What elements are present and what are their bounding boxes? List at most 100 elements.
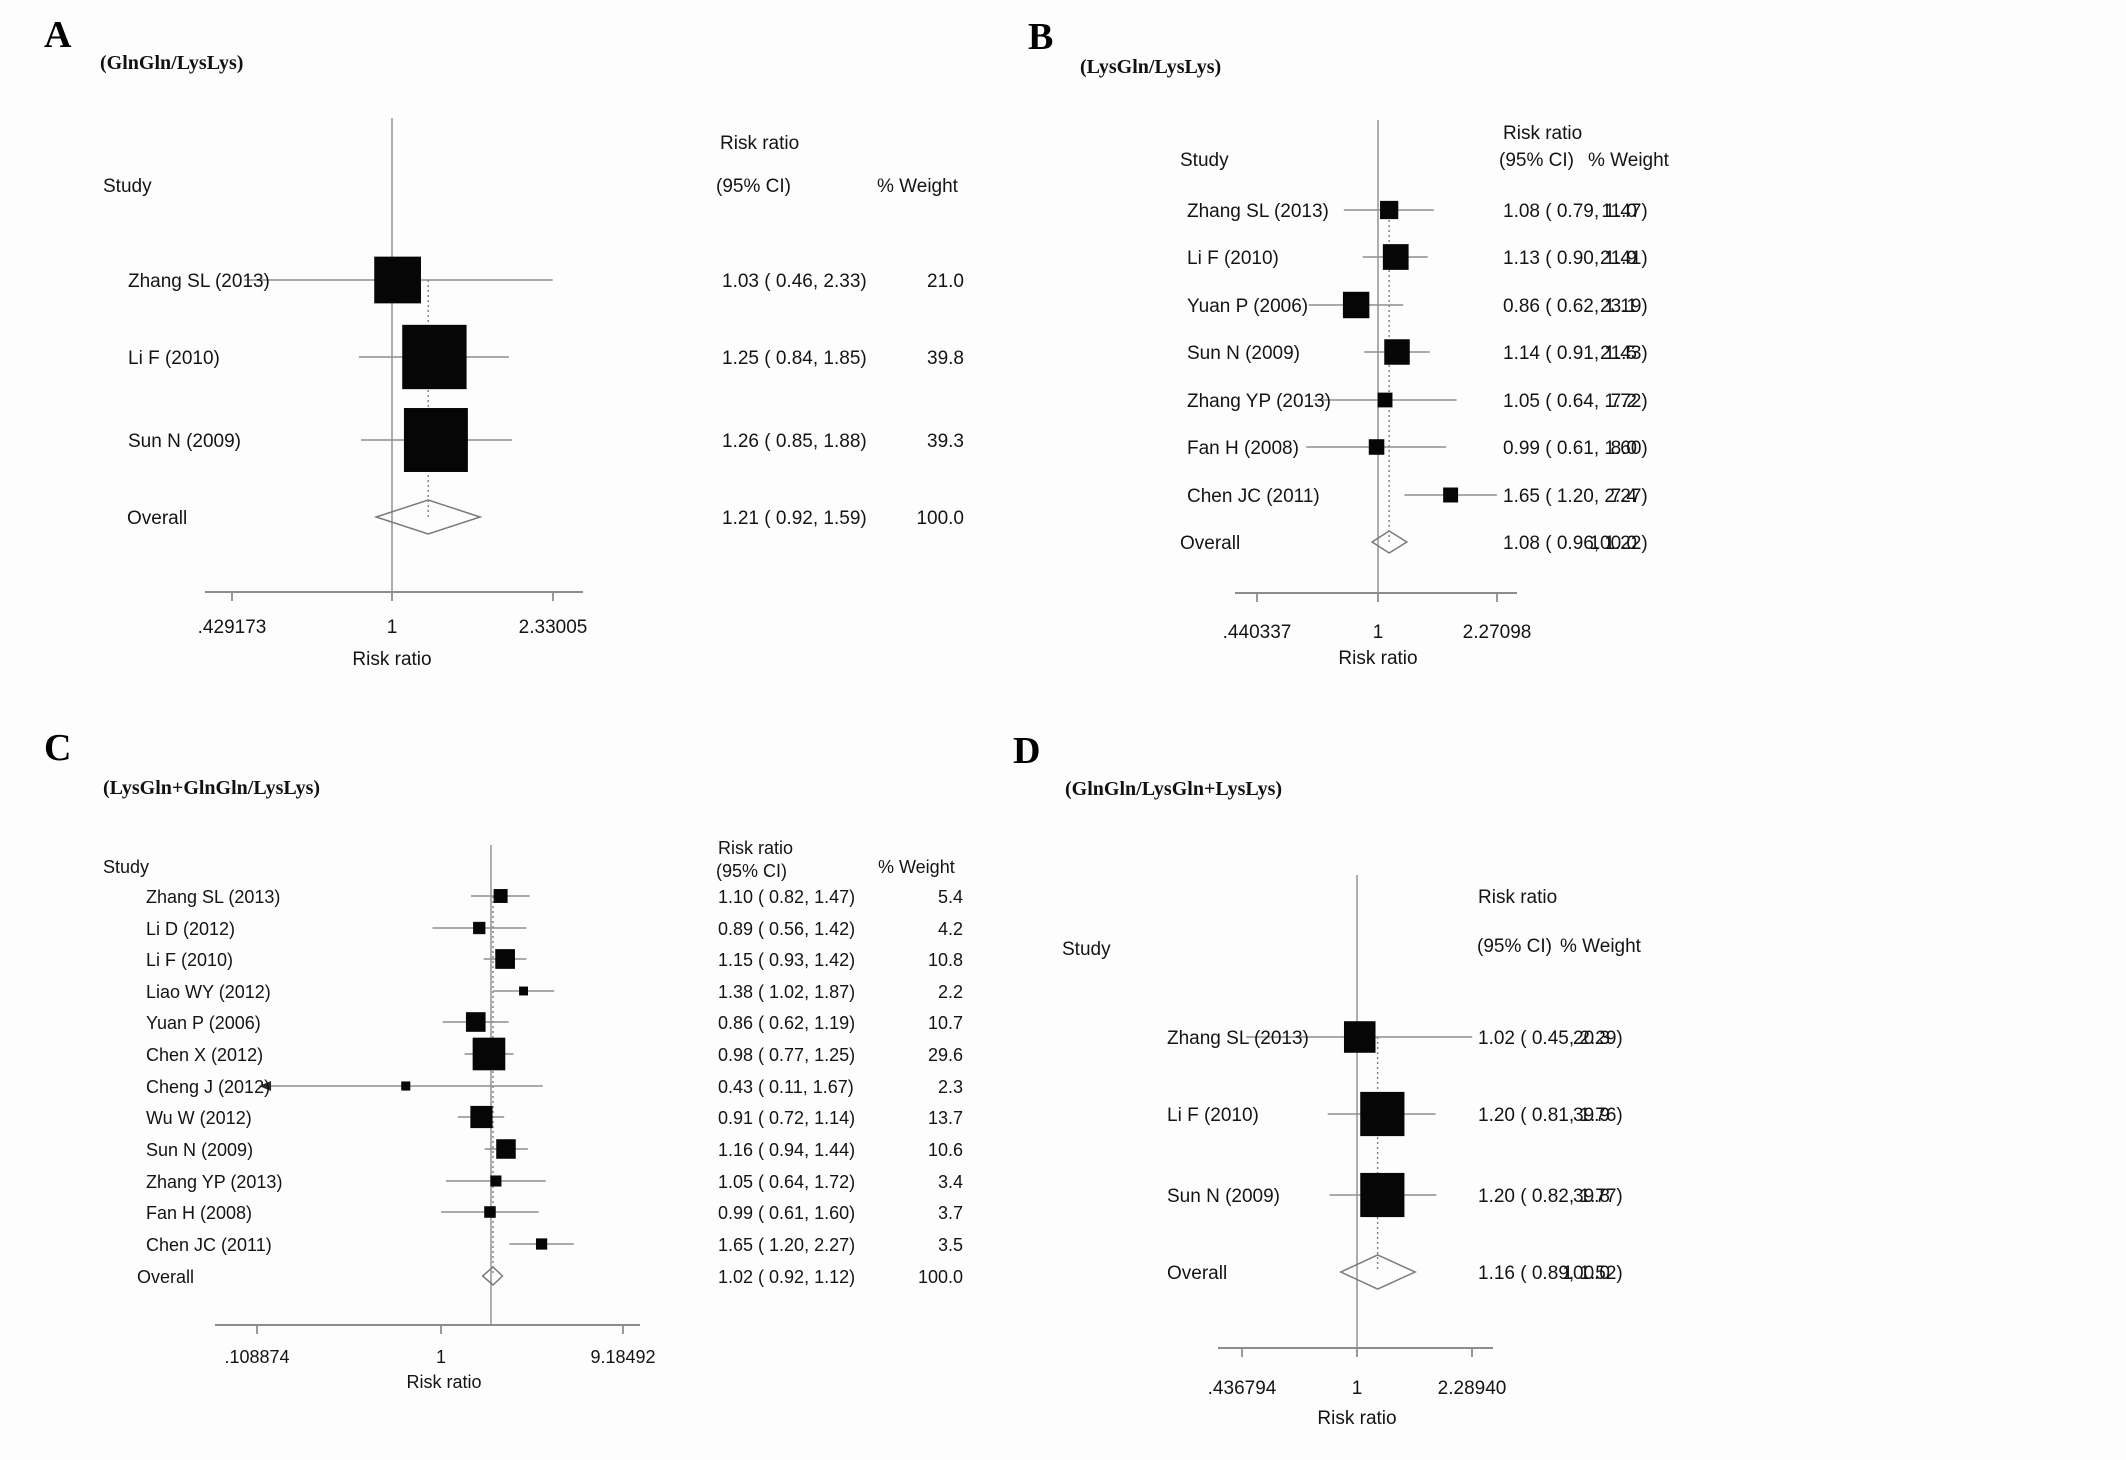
risk-ratio-column-header: Risk ratio (718, 838, 793, 858)
study-label: Li F (2010) (128, 348, 220, 369)
weight-value: 7.2 (1611, 391, 1637, 412)
x-axis-title: Risk ratio (1338, 648, 1417, 669)
study-label: Sun N (2009) (1167, 1186, 1280, 1207)
ci-column-header: (95% CI) (1499, 150, 1574, 171)
study-row: Sun N (2009) 1.14 ( 0.91, 1.43)21.5 (1187, 339, 1648, 365)
risk-ratio-ci-value: 1.65 ( 1.20, 2.27) (718, 1235, 855, 1255)
x-axis-tick-label: 2.27098 (1463, 622, 1532, 643)
effect-size-marker (1360, 1091, 1405, 1137)
weight-value: 7.4 (1611, 486, 1638, 507)
x-axis-tick-label: 1 (1352, 1378, 1363, 1399)
weight-value: 2.2 (938, 982, 963, 1002)
study-label: Chen JC (2011) (146, 1235, 272, 1255)
x-axis-tick-label: 2.28940 (1438, 1378, 1507, 1399)
risk-ratio-ci-value: 1.14 ( 0.91, 1.43) (1503, 343, 1648, 364)
panel-b-letter: B (1028, 16, 1054, 58)
study-label: Zhang YP (2013) (1187, 391, 1331, 412)
weight-value: 39.3 (927, 431, 964, 452)
weight-value: 29.6 (928, 1045, 963, 1065)
weight-value: 20.3 (1573, 1028, 1610, 1049)
effect-size-marker (1342, 291, 1370, 319)
overall-diamond (1370, 530, 1409, 554)
panel-c: Study Risk ratio (95% CI) % Weight Zhang SL … (103, 838, 963, 1392)
x-axis-tick-label: 9.18492 (590, 1347, 655, 1367)
weight-column-header: % Weight (877, 176, 959, 197)
panel-d: Study Risk ratio (95% CI) % Weight Zhang SL … (1062, 875, 1642, 1429)
x-axis-title: Risk ratio (406, 1372, 481, 1392)
study-row: Fan H (2008) 0.99 ( 0.61, 1.60) 3.7 (146, 1203, 963, 1223)
study-row: Zhang SL (2013) 1.10 ( 0.82, 1.47) 5.4 (146, 887, 963, 907)
weight-value: 3.4 (938, 1172, 963, 1192)
overall-weight-value: 100.0 (918, 1267, 963, 1287)
study-row: Sun N (2009) 1.20 ( 0.82, 1.77)39.8 (1167, 1172, 1623, 1218)
risk-ratio-ci-value: 1.02 ( 0.45, 2.29) (1478, 1028, 1623, 1049)
risk-ratio-ci-value: 1.25 ( 0.84, 1.85) (722, 348, 867, 369)
study-row: Yuan P (2006) 0.86 ( 0.62, 1.19)23.1 (1187, 291, 1648, 319)
risk-ratio-ci-value: 0.86 ( 0.62, 1.19) (1503, 296, 1648, 317)
effect-size-marker (401, 1081, 411, 1091)
effect-size-marker (473, 921, 486, 935)
study-row: Chen JC (2011) 1.65 ( 1.20, 2.27) 3.5 (146, 1235, 963, 1255)
weight-value: 10.8 (928, 950, 963, 970)
study-label: Liao WY (2012) (146, 982, 271, 1002)
effect-size-marker (519, 986, 528, 996)
effect-size-marker (495, 949, 515, 969)
panel-b: Study Risk ratio (95% CI) % Weight Zhang SL … (1180, 120, 1670, 669)
study-row: Chen X (2012) 0.98 ( 0.77, 1.25) 29.6 (146, 1037, 963, 1071)
study-label: Fan H (2008) (1187, 438, 1299, 459)
risk-ratio-ci-value: 0.89 ( 0.56, 1.42) (718, 919, 855, 939)
overall-label: Overall (1180, 533, 1240, 554)
weight-column-header: % Weight (878, 857, 955, 877)
risk-ratio-ci-value: 1.15 ( 0.93, 1.42) (718, 950, 855, 970)
panel-a: Study Risk ratio (95% CI) % Weight Zhang SL … (103, 118, 964, 670)
study-row: Zhang YP (2013) 1.05 ( 0.64, 1.72) 3.4 (146, 1172, 963, 1192)
risk-ratio-ci-value: 0.98 ( 0.77, 1.25) (718, 1045, 855, 1065)
study-row: Li F (2010) 1.25 ( 0.84, 1.85) 39.8 (128, 324, 964, 390)
weight-value: 10.7 (928, 1013, 963, 1033)
panel-c-title: (LysGln+GlnGln/LysLys) (103, 777, 321, 799)
panel-d-letter: D (1013, 730, 1041, 772)
risk-ratio-ci-value: 1.08 ( 0.79, 1.47) (1503, 201, 1648, 222)
overall-row: Overall 1.16 ( 0.89, 1.52)100.0 (1167, 1254, 1623, 1290)
risk-ratio-ci-value: 1.16 ( 0.94, 1.44) (718, 1140, 855, 1160)
effect-size-marker (1384, 339, 1410, 365)
overall-diamond (481, 1265, 504, 1287)
x-axis-tick-label: 1 (436, 1347, 446, 1367)
study-label: Zhang YP (2013) (146, 1172, 282, 1192)
risk-ratio-ci-value: 1.20 ( 0.81, 1.76) (1478, 1105, 1623, 1126)
study-row: Cheng J (2012) 0.43 ( 0.11, 1.67) 2.3 (146, 1077, 963, 1097)
study-row: Chen JC (2011) 1.65 ( 1.20, 2.27)7.4 (1187, 486, 1648, 507)
ci-clipped-arrow-icon (259, 1081, 272, 1091)
study-label: Yuan P (2006) (146, 1013, 261, 1033)
effect-size-marker (535, 1238, 548, 1250)
effect-size-marker (1343, 1021, 1376, 1053)
panel-d-title: (GlnGln/LysGln+LysLys) (1065, 778, 1283, 800)
study-row: Li F (2010) 1.15 ( 0.93, 1.42) 10.8 (146, 949, 963, 970)
study-label: Zhang SL (2013) (1187, 201, 1329, 222)
overall-ci-value: 1.02 ( 0.92, 1.12) (718, 1267, 855, 1287)
x-axis-tick-label: .436794 (1208, 1378, 1277, 1399)
overall-label: Overall (127, 508, 187, 529)
study-label: Sun N (2009) (1187, 343, 1300, 364)
panel-b-title: (LysGln/LysLys) (1080, 56, 1222, 78)
weight-value: 21.5 (1600, 343, 1637, 364)
effect-size-marker (1382, 244, 1409, 270)
effect-size-marker (496, 1139, 516, 1159)
risk-ratio-ci-value: 1.38 ( 1.02, 1.87) (718, 982, 855, 1002)
study-row: Yuan P (2006) 0.86 ( 0.62, 1.19) 10.7 (146, 1012, 963, 1033)
weight-value: 23.1 (1600, 296, 1637, 317)
risk-ratio-column-header: Risk ratio (1478, 887, 1557, 908)
study-label: Li F (2010) (1187, 248, 1279, 269)
effect-size-marker (1368, 439, 1385, 455)
x-axis-tick-label: 1 (387, 617, 398, 638)
study-column-header: Study (1180, 150, 1229, 171)
weight-value: 13.7 (928, 1108, 963, 1128)
effect-size-marker (493, 889, 508, 903)
study-label: Sun N (2009) (128, 431, 241, 452)
study-row: Zhang SL (2013) 1.03 ( 0.46, 2.33) 21.0 (128, 256, 964, 304)
study-label: Fan H (2008) (146, 1203, 252, 1223)
weight-value: 10.6 (928, 1140, 963, 1160)
weight-value: 21.9 (1600, 248, 1637, 269)
effect-size-marker (1360, 1172, 1405, 1218)
